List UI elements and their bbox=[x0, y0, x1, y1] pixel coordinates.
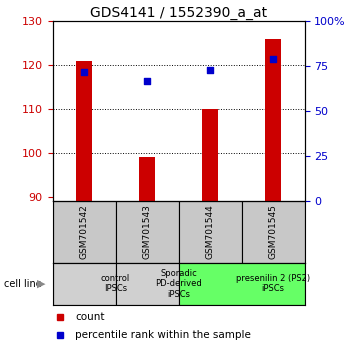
Title: GDS4141 / 1552390_a_at: GDS4141 / 1552390_a_at bbox=[90, 6, 267, 20]
Bar bbox=[139, 157, 155, 201]
Text: GSM701545: GSM701545 bbox=[268, 204, 278, 259]
Point bbox=[270, 56, 276, 62]
Bar bbox=[52, 201, 116, 263]
Text: control
IPSCs: control IPSCs bbox=[101, 274, 130, 293]
Point bbox=[144, 78, 150, 84]
Bar bbox=[241, 201, 304, 263]
Point bbox=[81, 69, 87, 74]
Bar bbox=[178, 263, 304, 305]
Bar bbox=[202, 109, 218, 201]
Text: percentile rank within the sample: percentile rank within the sample bbox=[75, 330, 251, 340]
Bar bbox=[116, 263, 178, 305]
Bar bbox=[265, 39, 281, 201]
Point bbox=[207, 67, 213, 73]
Text: presenilin 2 (PS2)
iPSCs: presenilin 2 (PS2) iPSCs bbox=[236, 274, 310, 293]
Bar bbox=[178, 201, 241, 263]
Text: ▶: ▶ bbox=[37, 279, 46, 289]
Bar bbox=[52, 263, 116, 305]
Text: cell line: cell line bbox=[4, 279, 41, 289]
Text: GSM701544: GSM701544 bbox=[205, 204, 215, 259]
Text: count: count bbox=[75, 312, 105, 321]
Text: GSM701542: GSM701542 bbox=[79, 204, 89, 259]
Text: GSM701543: GSM701543 bbox=[142, 204, 152, 259]
Text: Sporadic
PD-derived
iPSCs: Sporadic PD-derived iPSCs bbox=[155, 269, 202, 299]
Bar bbox=[116, 201, 178, 263]
Bar bbox=[76, 61, 92, 201]
